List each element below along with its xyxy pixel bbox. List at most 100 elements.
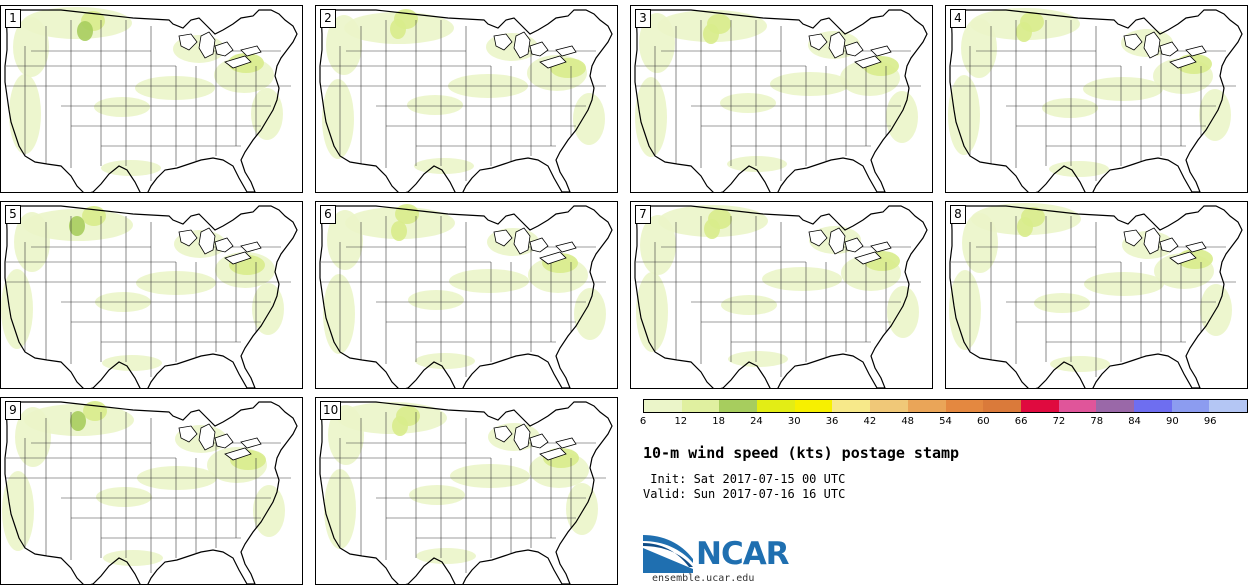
colorbar-tick-label: 96 bbox=[1203, 416, 1217, 427]
member-stamp[interactable]: 4 bbox=[945, 5, 1248, 193]
wind-speed-area bbox=[326, 15, 362, 75]
wind-speed-area bbox=[323, 274, 355, 354]
colorbar-tick-label: 42 bbox=[863, 416, 877, 427]
colorbar-bin bbox=[719, 400, 758, 412]
colorbar-tick-label: 54 bbox=[939, 416, 952, 427]
conus-map bbox=[634, 205, 928, 388]
conus-map bbox=[319, 401, 613, 584]
member-stamp[interactable]: 8 bbox=[945, 201, 1248, 389]
wind-speed-area bbox=[770, 72, 850, 96]
great-lake bbox=[808, 33, 828, 51]
great-lake bbox=[1143, 31, 1161, 59]
wind-speed-area bbox=[135, 76, 215, 100]
colorbar-bin bbox=[1058, 400, 1097, 412]
wind-speed-area bbox=[635, 77, 667, 157]
great-lake bbox=[828, 227, 846, 255]
wind-speed-area bbox=[449, 269, 529, 293]
colorbar-bin bbox=[832, 400, 871, 412]
conus-map bbox=[1, 205, 298, 388]
colorbar-bin bbox=[1020, 400, 1059, 412]
coastline-border bbox=[949, 205, 1243, 388]
wind-speed-area bbox=[328, 405, 364, 465]
member-number: 8 bbox=[950, 205, 966, 224]
wind-speed-area bbox=[102, 355, 162, 371]
colorbar-tick-label: 78 bbox=[1090, 416, 1104, 427]
wind-speed-area bbox=[1017, 217, 1033, 237]
great-lake bbox=[555, 437, 577, 449]
wind-speed-area bbox=[886, 91, 918, 143]
colorbar-bin bbox=[1209, 400, 1247, 412]
great-lake bbox=[844, 237, 864, 253]
wind-speed-area bbox=[252, 283, 284, 335]
member-stamp[interactable]: 2 bbox=[315, 5, 618, 193]
wind-speed-area bbox=[1042, 98, 1098, 118]
wind-speed-area bbox=[13, 17, 49, 77]
colorbar-tick-label: 12 bbox=[674, 416, 688, 427]
ncar-logo[interactable]: NCAR bbox=[643, 533, 793, 575]
great-lake bbox=[224, 447, 252, 461]
member-stamp[interactable]: 6 bbox=[315, 201, 618, 389]
great-lake bbox=[240, 241, 262, 253]
member-stamp[interactable]: 3 bbox=[630, 5, 933, 193]
coastline-border bbox=[949, 9, 1243, 192]
wind-speed-area bbox=[77, 21, 93, 41]
site-url[interactable]: ensemble.ucar.edu bbox=[652, 573, 755, 584]
wind-speed-area bbox=[949, 270, 981, 350]
member-stamp[interactable]: 10 bbox=[315, 397, 618, 585]
wind-speed-area bbox=[1049, 161, 1109, 177]
member-number: 3 bbox=[635, 9, 651, 28]
wind-speed-area bbox=[887, 286, 919, 338]
member-number: 4 bbox=[950, 9, 966, 28]
member-number: 1 bbox=[5, 9, 21, 28]
conus-map bbox=[319, 9, 613, 192]
wind-speed-area bbox=[721, 295, 777, 315]
great-lake bbox=[1123, 33, 1143, 51]
member-stamp[interactable]: 9 bbox=[0, 397, 303, 585]
great-lake bbox=[493, 33, 513, 51]
wind-speed-area bbox=[327, 210, 363, 270]
wind-speed-area bbox=[728, 351, 788, 367]
colorbar-tick-label: 90 bbox=[1166, 416, 1179, 427]
colorbar-bin bbox=[681, 400, 720, 412]
wind-speed-area bbox=[1083, 77, 1163, 101]
wind-speed-area bbox=[1016, 22, 1032, 42]
great-lake bbox=[555, 241, 577, 253]
wind-speed-area bbox=[96, 487, 152, 507]
great-lake bbox=[539, 251, 567, 265]
wind-speed-area bbox=[101, 160, 161, 176]
coastline-border bbox=[634, 9, 928, 192]
wind-speed-area bbox=[15, 407, 51, 467]
coastline-border bbox=[319, 205, 613, 388]
wind-speed-area bbox=[573, 93, 605, 145]
great-lake bbox=[870, 45, 892, 57]
member-stamp[interactable]: 7 bbox=[630, 201, 933, 389]
member-number: 5 bbox=[5, 205, 21, 224]
great-lake bbox=[493, 229, 513, 247]
coastline-border bbox=[634, 205, 928, 388]
great-lake bbox=[513, 227, 531, 255]
great-lake bbox=[240, 45, 262, 57]
member-number: 9 bbox=[5, 401, 21, 420]
great-lake bbox=[1169, 55, 1197, 69]
great-lake bbox=[808, 229, 828, 247]
wind-speed-area bbox=[392, 416, 408, 436]
colorbar-tick-label: 24 bbox=[750, 416, 763, 427]
coastline-border bbox=[319, 9, 613, 192]
colorbar-tick-label: 30 bbox=[787, 416, 801, 427]
great-lake bbox=[1185, 241, 1207, 253]
colorbar-bin bbox=[945, 400, 984, 412]
great-lake bbox=[513, 31, 531, 59]
wind-speed-area bbox=[574, 288, 606, 340]
great-lake bbox=[240, 437, 262, 449]
wind-speed-area bbox=[636, 272, 668, 352]
conus-map bbox=[634, 9, 928, 192]
coastline-border bbox=[4, 9, 298, 192]
member-stamp[interactable]: 5 bbox=[0, 201, 303, 389]
member-stamp[interactable]: 1 bbox=[0, 5, 303, 193]
wind-speed-area bbox=[251, 88, 283, 140]
great-lake bbox=[1143, 227, 1161, 255]
great-lake bbox=[198, 423, 216, 451]
colorbar-bin bbox=[1171, 400, 1210, 412]
wind-speed-area bbox=[762, 267, 842, 291]
wind-speed-area bbox=[961, 18, 997, 78]
